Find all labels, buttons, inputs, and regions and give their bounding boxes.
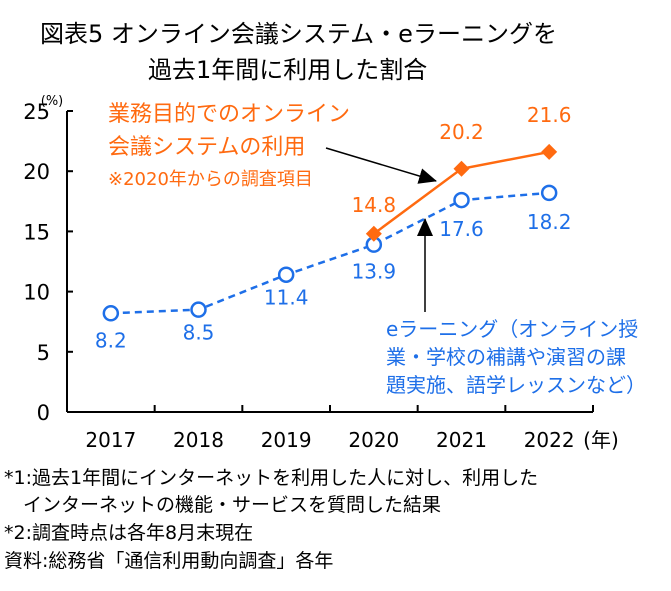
online-annotation-line1: 業務目的でのオンライン: [108, 102, 350, 127]
footnote-2: *2:調査時点は各年8月末現在: [4, 522, 254, 544]
elearning-point: [102, 305, 120, 322]
elearning-data-label: 11.4: [264, 286, 309, 310]
elearning-annotation-line3: 題実施、語学レッスンなど）: [386, 373, 646, 397]
online-point: [453, 160, 470, 177]
x-tick-label: 2018: [173, 428, 224, 452]
y-ticks: 0 5 10 15 20 25(%): [23, 94, 73, 425]
elearning-data-label: 8.2: [95, 328, 127, 352]
online-annotation-arrow: [325, 147, 437, 184]
elearning-data-label: 18.2: [527, 210, 572, 234]
x-tick-label: 2020: [348, 428, 399, 452]
online-point: [365, 225, 382, 242]
x-tick-label: 2021: [436, 428, 487, 452]
x-ticks: 2017 2018 2019 2020 2021 2022 (年): [85, 405, 619, 452]
online-data-label: 21.6: [527, 103, 572, 127]
series-layer: [102, 143, 558, 322]
online-point: [541, 143, 558, 160]
elearning-line: [110, 191, 550, 315]
elearning-point: [277, 266, 295, 283]
footnote-1-cont: インターネットの機能・サービスを質問した結果: [4, 494, 442, 516]
chart-title-line1: 図表5 オンライン会議システム・eラーニングを: [40, 20, 557, 48]
online-data-label: 20.2: [439, 120, 484, 144]
x-axis-unit: (年): [583, 428, 619, 452]
elearning-point: [190, 301, 207, 318]
online-annotation-note: ※2020年からの調査項目: [108, 169, 313, 190]
y-tick-label: 25: [23, 100, 50, 124]
elearning-annotation-line2: 業・学校の補講や演習の課: [386, 345, 626, 369]
source-note: 資料:総務省「通信利用動向調査」各年: [4, 550, 334, 572]
x-tick-label: 2019: [261, 428, 312, 452]
chart-title-line2: 過去1年間に利用した割合: [148, 56, 428, 84]
online-annotation-line2: 会議システムの利用: [108, 135, 305, 160]
online-data-label: 14.8: [352, 193, 397, 217]
footnote-1: *1:過去1年間にインターネットを利用した人に対し、利用した: [4, 467, 539, 489]
y-tick-label: 15: [23, 220, 50, 244]
y-tick-label: 10: [23, 281, 50, 305]
y-tick-label: 5: [37, 341, 50, 365]
elearning-data-label: 17.6: [439, 217, 484, 241]
line-chart: 0 5 10 15 20 25(%) 2017 2018 2019 2020 2021 2022 (年…: [23, 94, 646, 452]
y-tick-label: 0: [37, 401, 50, 425]
x-tick-label: 2017: [85, 428, 136, 452]
elearning-data-label: 8.5: [183, 321, 215, 345]
elearning-point: [540, 184, 558, 202]
y-tick-label: 20: [23, 160, 50, 184]
elearning-data-label: 13.9: [352, 260, 397, 284]
elearning-annotation-line1: eラーニング（オンライン授: [386, 317, 638, 341]
data-labels: 8.2 8.5 11.4 13.9 17.6 18.2 14.8 20.2 21.6: [95, 103, 572, 352]
elearning-point: [453, 191, 470, 209]
y-axis-unit: (%): [41, 94, 64, 109]
x-tick-label: 2022: [524, 428, 575, 452]
